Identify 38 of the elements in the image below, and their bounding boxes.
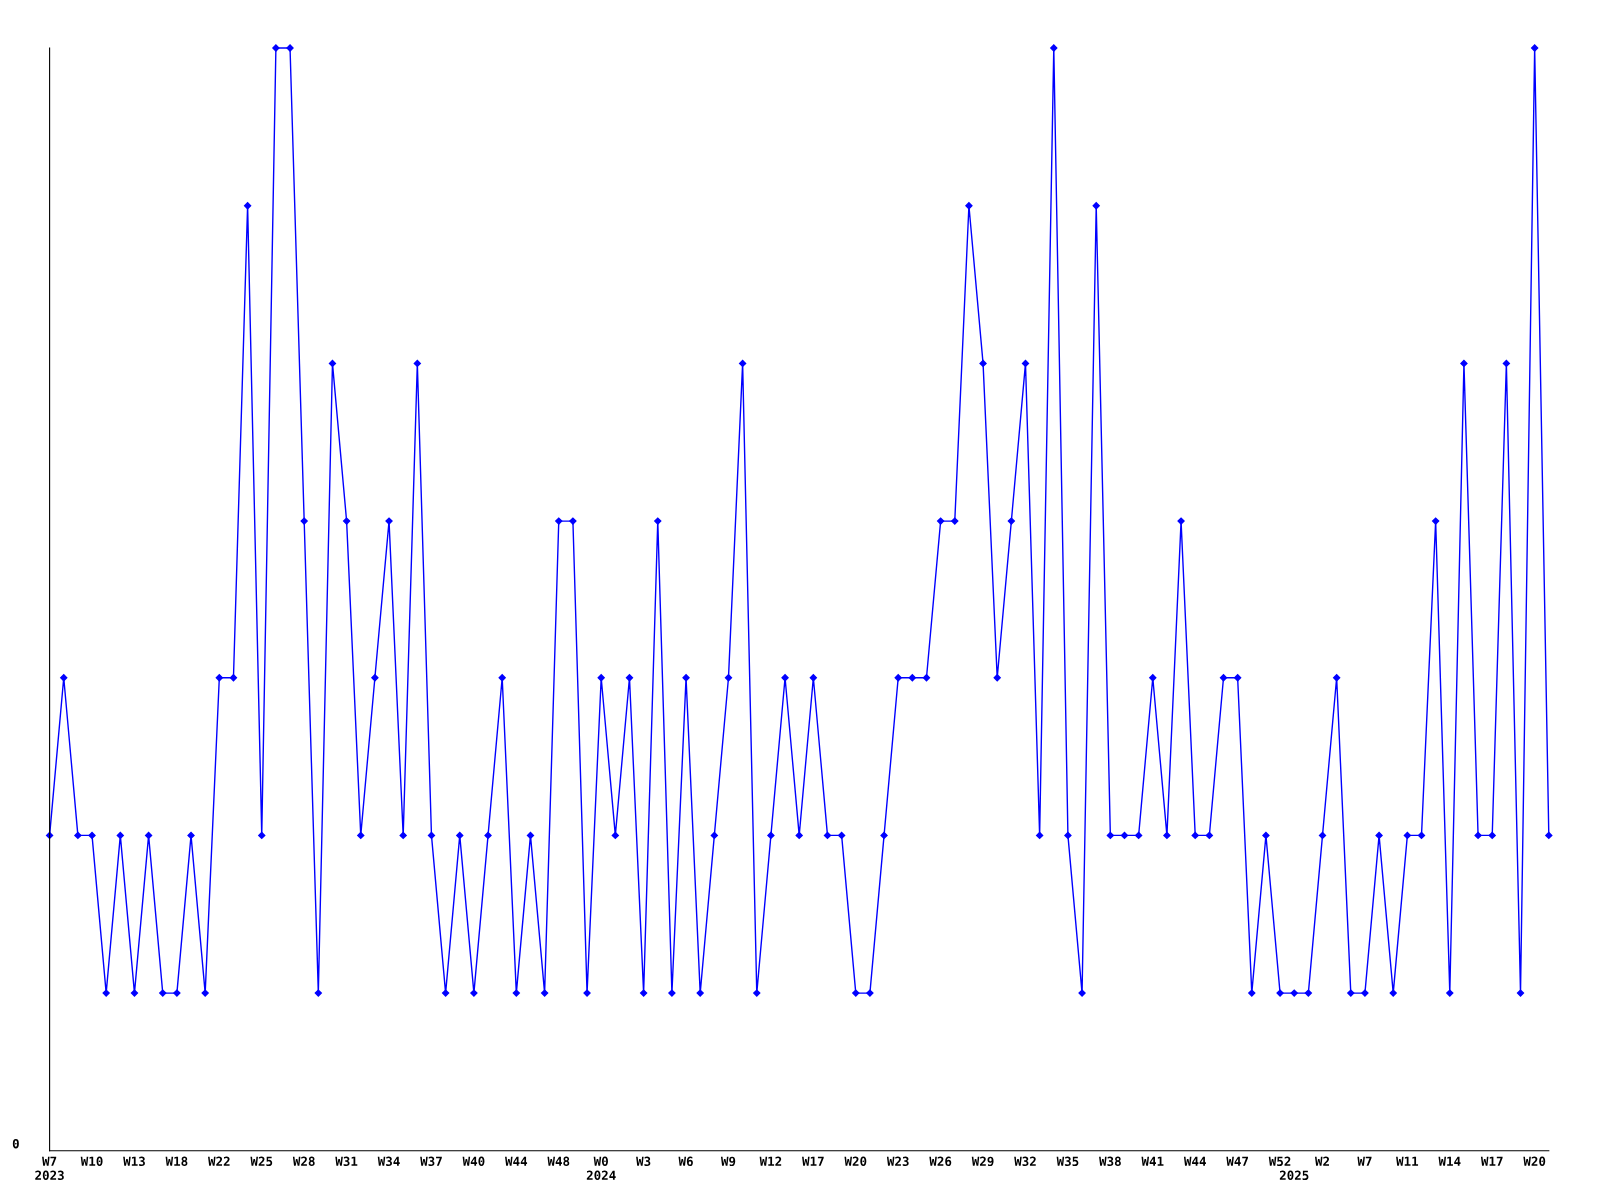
x-tick-label: W23 — [886, 1156, 909, 1167]
x-tick-label: W40 — [462, 1156, 485, 1167]
x-tick-label: W12 — [759, 1156, 782, 1166]
x-tick-label: W20 — [844, 1156, 867, 1167]
x-tick-label: W44 — [505, 1156, 528, 1166]
x-tick-label: W52 — [1268, 1156, 1291, 1167]
x-tick-label: W32 — [1014, 1156, 1036, 1167]
x-tick-label: W10 — [80, 1156, 103, 1167]
x-tick-label: W37 — [420, 1156, 442, 1167]
x-tick-label: W26 — [929, 1156, 952, 1167]
x-tick-label: W13 — [123, 1156, 145, 1167]
x-tick-label: W0 2024 — [586, 1156, 616, 1181]
x-tick-label: W25 — [250, 1156, 273, 1167]
x-tick-label: W28 — [292, 1156, 315, 1167]
x-tick-label: W31 — [335, 1156, 358, 1167]
x-tick-label: W18 — [165, 1156, 188, 1167]
x-tick-label: W3 — [636, 1156, 651, 1167]
x-tick-label: W41 — [1141, 1156, 1164, 1166]
x-tick-label: W7 2023 — [35, 1156, 64, 1181]
x-tick-label: W17 — [1480, 1156, 1503, 1166]
x-tick-label: W20 — [1523, 1156, 1546, 1167]
x-tick-label: W48 — [547, 1156, 570, 1167]
x-tick-label: W22 — [208, 1156, 230, 1166]
x-tick-label: W17 — [802, 1156, 824, 1166]
x-tick-label: W29 — [971, 1156, 994, 1167]
x-tick-label: W6 — [678, 1156, 693, 1167]
x-tick-label: W38 — [1099, 1156, 1121, 1167]
x-tick-label: W9 — [720, 1156, 736, 1167]
x-tick-label: W47 — [1226, 1156, 1248, 1166]
x-tick-label: W11 — [1396, 1156, 1419, 1166]
x-tick-label: W14 — [1438, 1156, 1461, 1166]
x-tick-label: W44 — [1183, 1156, 1206, 1166]
x-tick-label: W35 — [1056, 1156, 1079, 1167]
x-tick-label: W7 — [1357, 1156, 1372, 1166]
x-tick-label: W34 — [377, 1156, 400, 1167]
x-tick-label: W2 — [1314, 1156, 1329, 1166]
text: 0 — [12, 1138, 19, 1149]
x-tick-label: 2025 — [1279, 1170, 1309, 1181]
